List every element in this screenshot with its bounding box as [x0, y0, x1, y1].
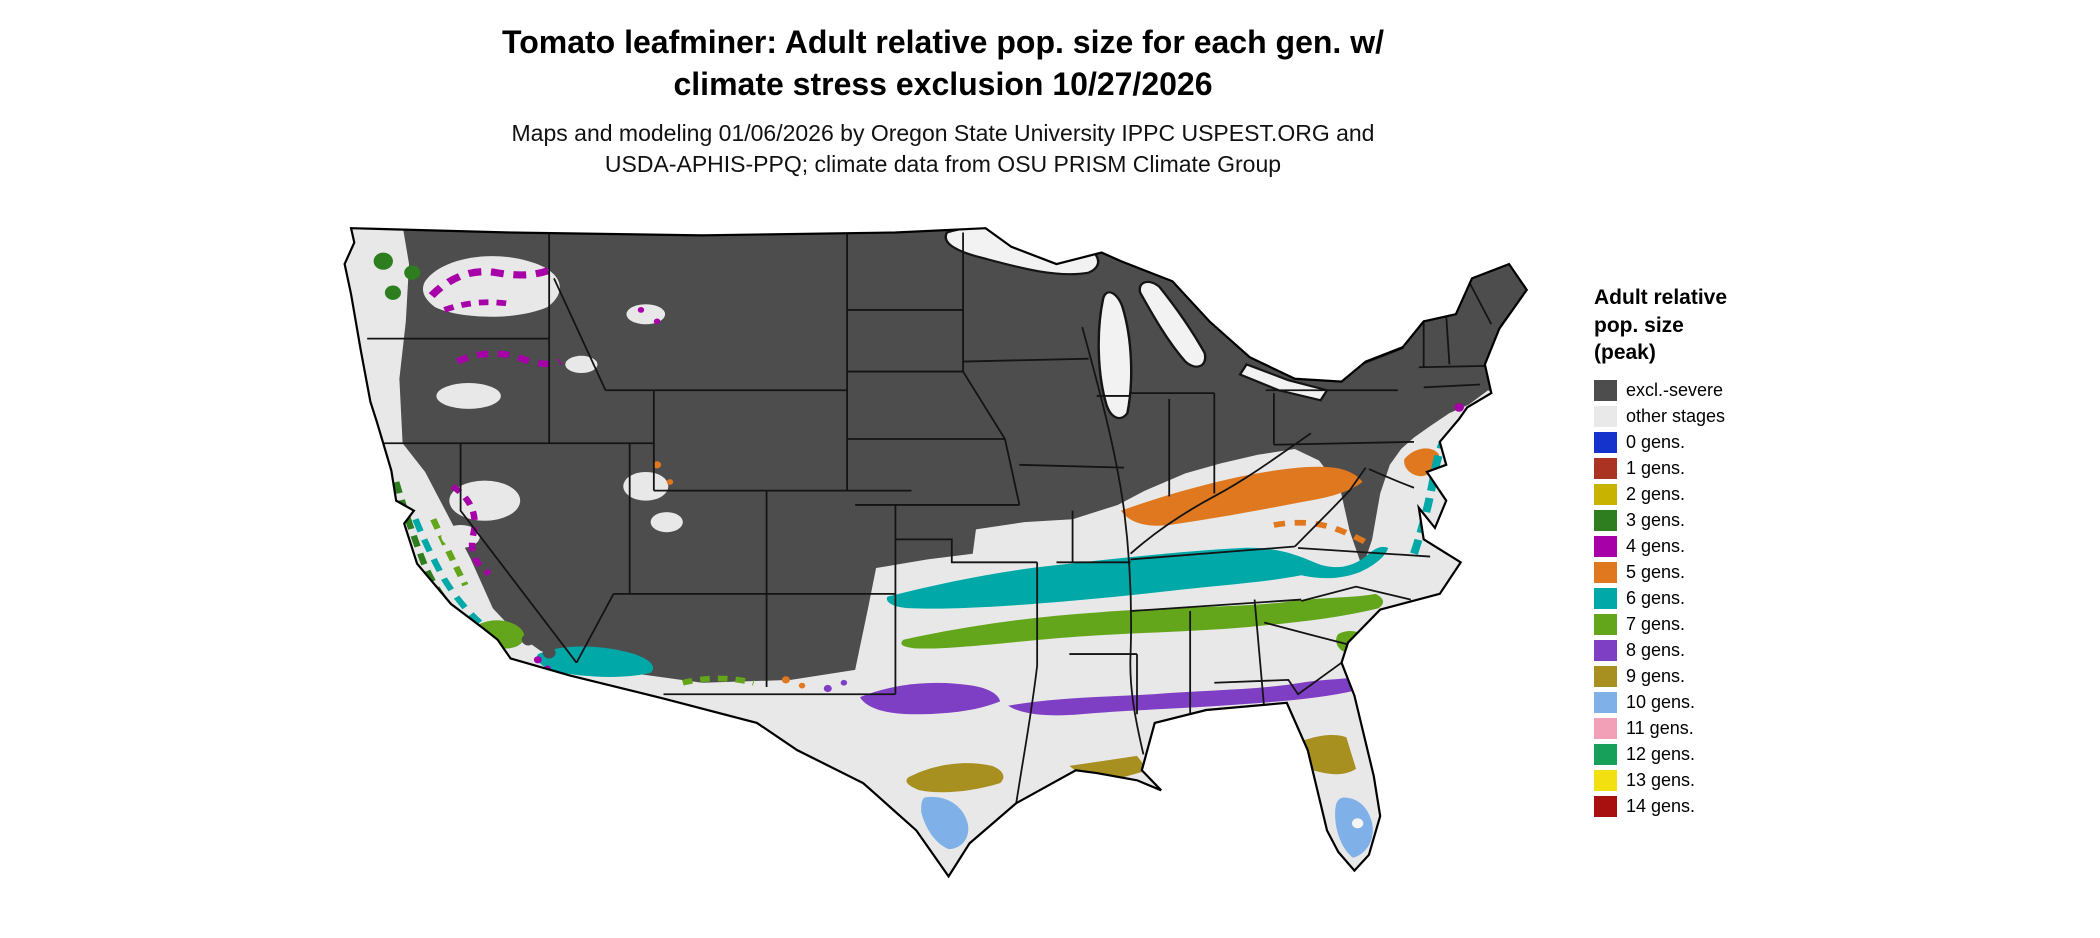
- legend: Adult relative pop. size (peak) excl.-se…: [1594, 284, 1824, 818]
- legend-item-label: 9 gens.: [1626, 666, 1686, 687]
- legend-item: 3 gens.: [1594, 509, 1824, 532]
- legend-item-label: 1 gens.: [1626, 458, 1686, 479]
- legend-item-label: 0 gens.: [1626, 432, 1686, 453]
- legend-swatch: [1594, 692, 1617, 714]
- legend-item: 1 gens.: [1594, 457, 1824, 480]
- map-zone-11-gens: [1333, 871, 1363, 877]
- map-band-5-gens: [1120, 448, 1440, 545]
- legend-swatch: [1594, 510, 1617, 532]
- page-subtitle: Maps and modeling 01/06/2026 by Oregon S…: [511, 120, 1375, 178]
- legend-item-label: 7 gens.: [1626, 614, 1686, 635]
- legend-item: 0 gens.: [1594, 431, 1824, 454]
- legend-item: 10 gens.: [1594, 691, 1824, 714]
- legend-item-label: 14 gens.: [1626, 796, 1696, 817]
- legend-item-label: 4 gens.: [1626, 536, 1686, 557]
- page-title: Tomato leafminer: Adult relative pop. si…: [502, 24, 1384, 102]
- legend-item: 7 gens.: [1594, 613, 1824, 636]
- legend-swatch: [1594, 770, 1617, 792]
- legend-items: excl.-severe other stages 0 gens. 1 gens…: [1594, 379, 1824, 818]
- legend-swatch: [1594, 562, 1617, 584]
- map-mottle-west: [422, 256, 1464, 689]
- us-outline: [345, 228, 1527, 876]
- state-boundaries: [367, 232, 1491, 803]
- legend-item: 5 gens.: [1594, 561, 1824, 584]
- legend-item: 11 gens.: [1594, 717, 1824, 740]
- legend-swatch: [1594, 744, 1617, 766]
- legend-swatch: [1594, 640, 1617, 662]
- legend-item: 14 gens.: [1594, 795, 1824, 818]
- lake-michigan: [1097, 291, 1133, 420]
- legend-swatch: [1594, 536, 1617, 558]
- legend-item: 6 gens.: [1594, 587, 1824, 610]
- map-zone-10-gens: [921, 796, 1373, 858]
- legend-item-label: 8 gens.: [1626, 640, 1686, 661]
- legend-swatch: [1594, 718, 1617, 740]
- us-generations-map: [219, 178, 1749, 938]
- legend-item: 13 gens.: [1594, 769, 1824, 792]
- legend-item-label: other stages: [1626, 406, 1726, 427]
- lake-erie: [1238, 363, 1329, 402]
- legend-title: Adult relative pop. size (peak): [1594, 286, 1728, 365]
- legend-swatch: [1594, 588, 1617, 610]
- legend-swatch: [1594, 666, 1617, 688]
- legend-item-label: 12 gens.: [1626, 744, 1696, 765]
- legend-item: 8 gens.: [1594, 639, 1824, 662]
- legend-item-label: excl.-severe: [1626, 380, 1724, 401]
- legend-item-label: 13 gens.: [1626, 770, 1696, 791]
- legend-item: other stages: [1594, 405, 1824, 428]
- legend-swatch: [1594, 458, 1617, 480]
- legend-item-label: 10 gens.: [1626, 692, 1696, 713]
- lake-huron: [1138, 280, 1207, 368]
- legend-swatch: [1594, 432, 1617, 454]
- legend-item: 4 gens.: [1594, 535, 1824, 558]
- legend-item-label: 6 gens.: [1626, 588, 1686, 609]
- legend-item: 12 gens.: [1594, 743, 1824, 766]
- lake-okeechobee: [1352, 818, 1364, 829]
- legend-swatch: [1594, 614, 1617, 636]
- legend-swatch: [1594, 380, 1617, 402]
- legend-item-label: 2 gens.: [1626, 484, 1686, 505]
- legend-swatch: [1594, 796, 1617, 818]
- legend-item-label: 5 gens.: [1626, 562, 1686, 583]
- legend-item: 2 gens.: [1594, 483, 1824, 506]
- legend-item-label: 3 gens.: [1626, 510, 1686, 531]
- legend-item: excl.-severe: [1594, 379, 1824, 402]
- legend-item: 9 gens.: [1594, 665, 1824, 688]
- legend-item-label: 11 gens.: [1626, 718, 1694, 739]
- legend-swatch: [1594, 484, 1617, 506]
- legend-swatch: [1594, 406, 1617, 428]
